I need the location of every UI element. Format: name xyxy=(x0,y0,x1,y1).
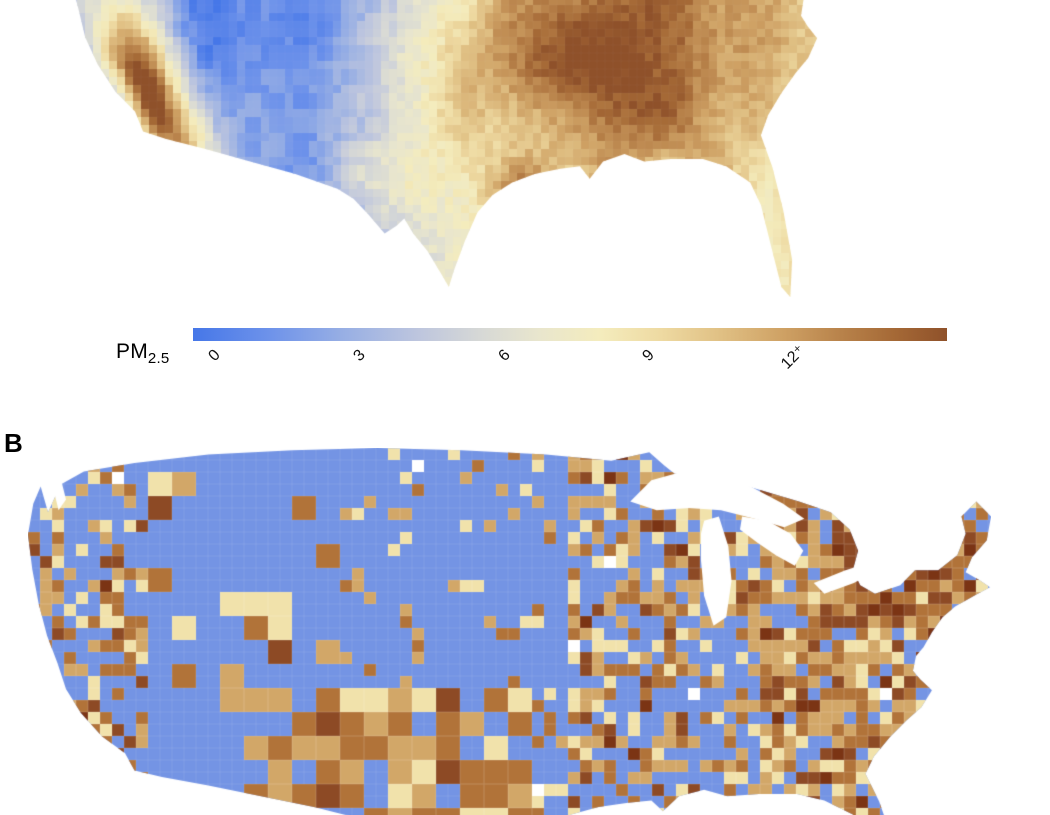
county-binary-map-canvas xyxy=(28,448,991,815)
colorbar xyxy=(193,328,947,341)
legend-tick-label: 12⁺ xyxy=(778,342,809,373)
legend-title-main: PM xyxy=(116,340,148,363)
map-panel-b xyxy=(28,448,991,815)
legend-tick-label: 3 xyxy=(350,346,370,365)
legend-tick-label: 0 xyxy=(205,346,224,365)
legend-tick-label: 9 xyxy=(639,346,658,365)
pm25-surface-map-canvas xyxy=(53,0,867,297)
legend-title: PM2.5 xyxy=(116,340,169,367)
legend-title-subscript: 2.5 xyxy=(147,350,170,368)
map-panel-a xyxy=(53,0,867,299)
panel-b-label: B xyxy=(4,428,23,458)
legend-tick-label: 6 xyxy=(495,346,514,365)
